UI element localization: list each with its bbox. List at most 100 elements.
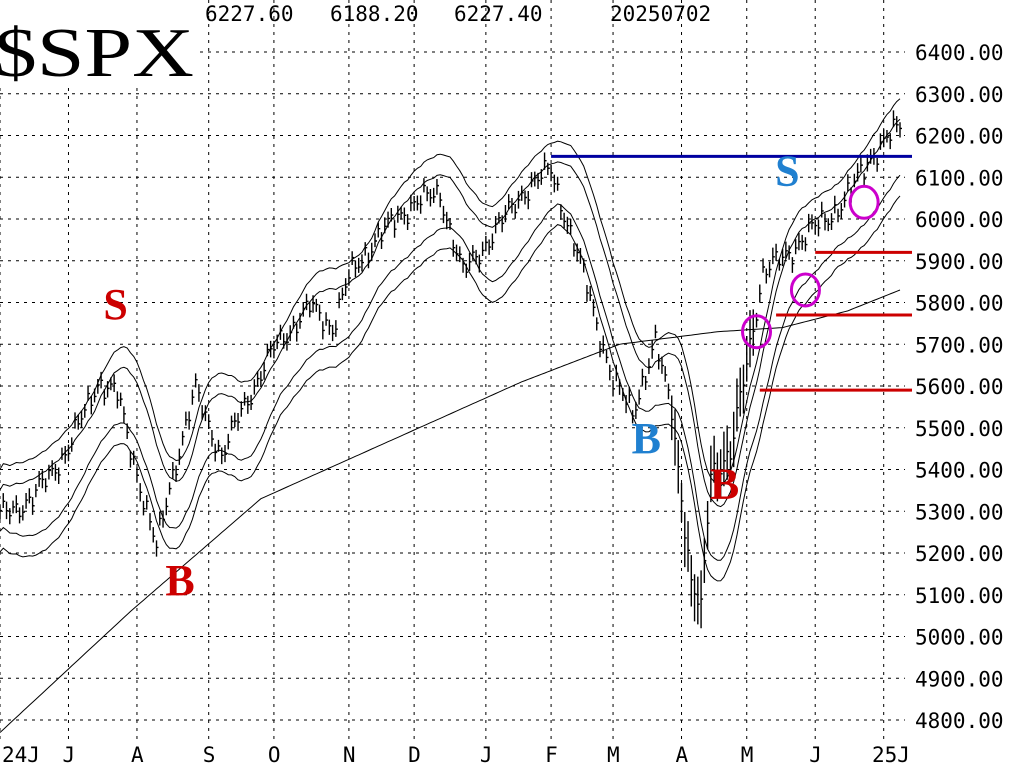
price-bar <box>863 173 867 187</box>
price-bars <box>0 110 902 629</box>
x-tick-label: 25J <box>872 743 910 766</box>
price-bar <box>325 312 329 326</box>
price-bar <box>517 190 521 209</box>
price-bar <box>292 315 296 329</box>
support-resistance-lines <box>551 154 912 392</box>
price-bar <box>279 324 283 340</box>
price-bar <box>628 386 632 403</box>
price-bar <box>622 387 625 401</box>
price-bar <box>64 445 68 464</box>
price-bar <box>289 325 293 342</box>
y-axis-labels: 6400.00 6300.00 6200.00 6100.00 6000.00 5900.… <box>915 41 1004 733</box>
y-tick-label: 5200.00 <box>915 542 1004 566</box>
price-bar <box>0 505 2 520</box>
price-bar <box>413 196 417 211</box>
price-bar <box>168 482 172 495</box>
price-bar <box>765 268 769 284</box>
price-bar <box>344 278 348 297</box>
price-bar <box>514 203 518 219</box>
price-bar <box>351 251 355 266</box>
price-bar <box>856 163 860 182</box>
price-bar <box>697 576 700 625</box>
header-high: 6227.60 <box>205 2 294 26</box>
price-bar <box>77 414 81 430</box>
price-bar <box>550 164 554 182</box>
price-bar <box>896 116 899 133</box>
price-bar <box>260 371 263 388</box>
price-bar <box>436 178 439 195</box>
price-bar <box>400 206 404 220</box>
price-bar <box>426 186 430 202</box>
price-bar <box>778 258 782 271</box>
signal-label: B <box>632 414 661 463</box>
price-bar <box>602 335 606 354</box>
price-bar <box>296 323 299 342</box>
price-bar <box>589 285 593 302</box>
price-bar <box>191 389 195 405</box>
price-bar <box>419 195 423 214</box>
price-bar <box>706 500 710 550</box>
price-bar <box>814 219 818 235</box>
price-bar <box>204 405 208 422</box>
price-bar <box>723 431 726 487</box>
price-bar <box>354 260 358 278</box>
price-bar <box>172 462 175 479</box>
price-bar <box>318 304 322 321</box>
price-bar <box>631 410 635 424</box>
price-bar <box>159 511 162 526</box>
price-bar <box>579 248 583 264</box>
price-bar <box>322 321 325 340</box>
highlight-circle <box>741 314 773 350</box>
price-bar <box>282 333 286 349</box>
price-bar <box>560 204 563 220</box>
y-tick-label: 5700.00 <box>915 333 1004 357</box>
price-bar <box>749 310 752 368</box>
y-tick-label: 5100.00 <box>915 584 1004 608</box>
price-bar <box>71 437 74 452</box>
price-bar <box>671 395 674 441</box>
price-bar <box>556 176 560 191</box>
x-tick-label: S <box>203 743 216 766</box>
price-bar <box>667 383 671 400</box>
price-bar <box>596 317 599 331</box>
price-bar <box>563 212 567 229</box>
price-bar <box>116 391 120 409</box>
price-bar <box>501 215 505 233</box>
price-bar <box>638 389 642 405</box>
price-bar <box>762 258 766 273</box>
y-tick-label: 5600.00 <box>915 375 1004 399</box>
price-bar <box>198 384 201 402</box>
price-bar <box>498 212 501 224</box>
price-bar <box>732 411 736 468</box>
price-bar <box>243 391 247 406</box>
price-bar <box>592 299 596 317</box>
envelope-band <box>0 174 901 561</box>
price-bar <box>530 172 534 188</box>
y-tick-label: 6200.00 <box>915 125 1004 149</box>
price-bar <box>266 343 270 357</box>
x-tick-label: J <box>62 743 75 766</box>
price-bar <box>403 207 407 225</box>
price-bar <box>126 423 130 439</box>
price-bar <box>5 501 9 520</box>
price-bar <box>582 258 586 273</box>
y-tick-label: 6000.00 <box>915 208 1004 232</box>
price-bar <box>785 241 788 259</box>
price-bar <box>429 188 433 207</box>
price-bar <box>25 492 29 509</box>
y-tick-label: 5000.00 <box>915 626 1004 650</box>
price-bar <box>573 243 576 257</box>
price-bar <box>521 185 524 201</box>
price-bar <box>853 173 857 188</box>
price-bar <box>423 178 426 193</box>
price-bar <box>625 395 629 414</box>
price-bar <box>432 187 436 204</box>
price-bar <box>481 241 485 257</box>
y-tick-label: 4900.00 <box>915 667 1004 691</box>
price-bar <box>781 248 785 267</box>
x-tick-label: O <box>268 743 281 766</box>
price-bar <box>452 239 456 257</box>
price-bar <box>119 392 123 407</box>
header-close: 6227.40 <box>454 2 543 26</box>
price-bar <box>93 388 97 403</box>
